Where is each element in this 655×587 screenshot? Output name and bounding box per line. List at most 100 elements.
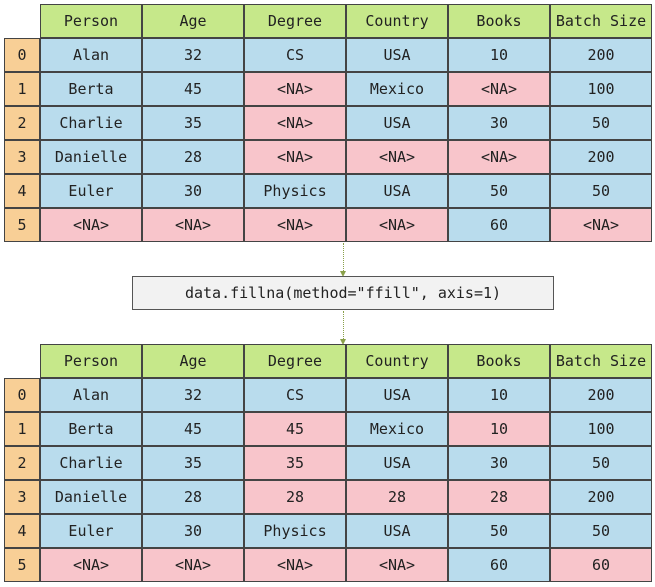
value-cell: 45 [142,412,244,446]
dataframe-after: Person Age Degree Country Books Batch Size 0 Al… [4,344,652,582]
row-index: 3 [4,140,40,174]
corner-cell [4,344,40,378]
value-cell: CS [244,38,346,72]
value-cell: USA [346,514,448,548]
table-row: 0 Alan 32 CS USA 10 200 [4,38,652,72]
value-cell: Physics [244,514,346,548]
missing-value-cell: <NA> [550,208,652,242]
table-row: 3 Danielle 28 28 28 28 200 [4,480,652,514]
value-cell: 60 [448,548,550,582]
value-cell: USA [346,446,448,480]
value-cell: 35 [142,446,244,480]
column-header: Age [142,4,244,38]
column-header: Books [448,344,550,378]
value-cell: Charlie [40,106,142,140]
value-cell: Alan [40,38,142,72]
missing-value-cell: <NA> [244,140,346,174]
table-row: 2 Charlie 35 <NA> USA 30 50 [4,106,652,140]
row-index: 5 [4,208,40,242]
value-cell: 60 [448,208,550,242]
missing-value-cell: 28 [244,480,346,514]
value-cell: 200 [550,480,652,514]
row-index: 4 [4,514,40,548]
row-index: 1 [4,412,40,446]
value-cell: 32 [142,38,244,72]
table-row: 1 Berta 45 <NA> Mexico <NA> 100 [4,72,652,106]
table-row: 3 Danielle 28 <NA> <NA> <NA> 200 [4,140,652,174]
missing-value-cell: <NA> [244,106,346,140]
value-cell: 50 [550,174,652,208]
row-index: 4 [4,174,40,208]
value-cell: 28 [142,140,244,174]
column-header: Batch Size [550,344,652,378]
value-cell: 10 [448,38,550,72]
value-cell: USA [346,106,448,140]
value-cell: 50 [550,106,652,140]
missing-value-cell: <NA> [346,140,448,174]
value-cell: 32 [142,378,244,412]
value-cell: Physics [244,174,346,208]
value-cell: Mexico [346,412,448,446]
column-header: Country [346,344,448,378]
value-cell: 28 [142,480,244,514]
value-cell: USA [346,38,448,72]
value-cell: Danielle [40,140,142,174]
value-cell: 35 [142,106,244,140]
missing-value-cell: 10 [448,412,550,446]
table-row: 1 Berta 45 45 Mexico 10 100 [4,412,652,446]
missing-value-cell: <NA> [244,208,346,242]
column-header: Person [40,344,142,378]
corner-cell [4,4,40,38]
missing-value-cell: 28 [448,480,550,514]
value-cell: 50 [550,446,652,480]
column-header: Person [40,4,142,38]
dataframe-before: Person Age Degree Country Books Batch Size 0 Al… [4,4,652,242]
column-header: Degree [244,344,346,378]
value-cell: 100 [550,72,652,106]
table-row: 0 Alan 32 CS USA 10 200 [4,378,652,412]
value-cell: Alan [40,378,142,412]
value-cell: 45 [142,72,244,106]
row-index: 2 [4,106,40,140]
value-cell: 200 [550,378,652,412]
table-row: 5 <NA> <NA> <NA> <NA> 60 60 [4,548,652,582]
header-row: Person Age Degree Country Books Batch Size [4,4,652,38]
missing-value-cell: <NA> [346,208,448,242]
value-cell: 50 [448,514,550,548]
row-index: 2 [4,446,40,480]
value-cell: USA [346,378,448,412]
row-index: 1 [4,72,40,106]
row-index: 0 [4,38,40,72]
column-header: Degree [244,4,346,38]
table-row: 5 <NA> <NA> <NA> <NA> 60 <NA> [4,208,652,242]
operation-code: data.fillna(method="ffill", axis=1) [184,284,502,302]
code-operation-box: data.fillna(method="ffill", axis=1) [132,276,554,310]
missing-value-cell: <NA> [244,548,346,582]
value-cell: 50 [448,174,550,208]
missing-value-cell: <NA> [40,548,142,582]
value-cell: Euler [40,514,142,548]
value-cell: Danielle [40,480,142,514]
column-header: Books [448,4,550,38]
row-index: 3 [4,480,40,514]
value-cell: 30 [142,514,244,548]
value-cell: Mexico [346,72,448,106]
value-cell: Charlie [40,446,142,480]
row-index: 5 [4,548,40,582]
value-cell: USA [346,174,448,208]
missing-value-cell: 35 [244,446,346,480]
missing-value-cell: <NA> [142,548,244,582]
value-cell: Berta [40,72,142,106]
missing-value-cell: <NA> [448,140,550,174]
missing-value-cell: 60 [550,548,652,582]
header-row: Person Age Degree Country Books Batch Size [4,344,652,378]
row-index: 0 [4,378,40,412]
table-row: 4 Euler 30 Physics USA 50 50 [4,174,652,208]
value-cell: 200 [550,140,652,174]
missing-value-cell: 28 [346,480,448,514]
value-cell: 30 [448,106,550,140]
column-header: Country [346,4,448,38]
column-header: Age [142,344,244,378]
value-cell: 10 [448,378,550,412]
column-header: Batch Size [550,4,652,38]
